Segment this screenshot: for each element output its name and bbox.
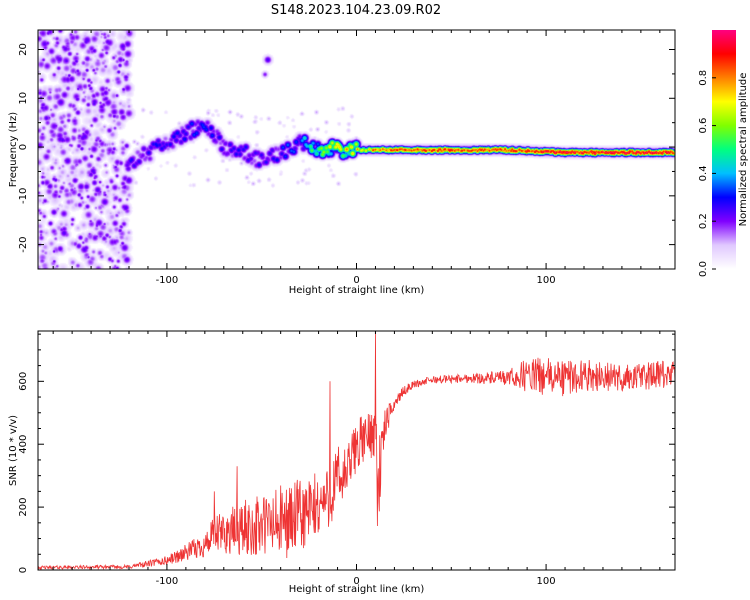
snr-x-ticks: -100 0 100 bbox=[52, 331, 661, 587]
x-tick-label: 100 bbox=[537, 576, 556, 587]
colorbar-gradient bbox=[712, 30, 736, 269]
colorbar-tick-label: 0.6 bbox=[698, 118, 709, 134]
spectrogram-x-ticks: -100 0 100 bbox=[52, 30, 661, 286]
colorbar-tick-label: 0.2 bbox=[698, 213, 709, 229]
spectrogram-y-ticks: -20 -10 0 10 20 bbox=[18, 43, 675, 270]
x-tick-label: -100 bbox=[156, 275, 179, 286]
chart-title: S148.2023.104.23.09.R02 bbox=[271, 3, 441, 18]
y-tick-label: 200 bbox=[18, 498, 29, 517]
colorbar-tick-label: 0.8 bbox=[698, 70, 709, 86]
spectrogram-image bbox=[38, 30, 675, 269]
snr-x-axis-label: Height of straight line (km) bbox=[289, 584, 425, 595]
snr-y-axis-label: SNR (10 * v/v) bbox=[8, 415, 19, 486]
colorbar-label: Normalized spectral amplitude bbox=[738, 73, 749, 227]
y-tick-label: 20 bbox=[18, 43, 29, 56]
y-tick-label: -20 bbox=[18, 236, 29, 252]
spectrogram-y-axis-label: Frequency (Hz) bbox=[8, 112, 19, 188]
colorbar: 0.0 0.2 0.4 0.6 0.8 Normalized spectral ampl… bbox=[698, 30, 749, 277]
snr-panel: -100 0 100 0 200 400 600 Height of straight l… bbox=[8, 330, 676, 595]
x-tick-label: 0 bbox=[353, 576, 359, 587]
y-tick-label: -10 bbox=[18, 188, 29, 204]
x-tick-label: 100 bbox=[537, 275, 556, 286]
colorbar-tick-label: 0.0 bbox=[698, 261, 709, 277]
y-tick-label: 400 bbox=[18, 435, 29, 454]
snr-series-line bbox=[37, 330, 676, 571]
x-tick-label: 0 bbox=[353, 275, 359, 286]
colorbar-tick-label: 0.4 bbox=[698, 165, 709, 181]
y-tick-label: 600 bbox=[18, 372, 29, 391]
y-tick-label: 0 bbox=[18, 567, 29, 573]
y-tick-label: 0 bbox=[18, 144, 29, 150]
colorbar-ticks: 0.0 0.2 0.4 0.6 0.8 bbox=[698, 70, 716, 277]
snr-y-ticks: 0 200 400 600 bbox=[18, 333, 675, 573]
x-tick-label: -100 bbox=[156, 576, 179, 587]
y-tick-label: 10 bbox=[18, 92, 29, 105]
spectrogram-x-axis-label: Height of straight line (km) bbox=[289, 285, 425, 296]
